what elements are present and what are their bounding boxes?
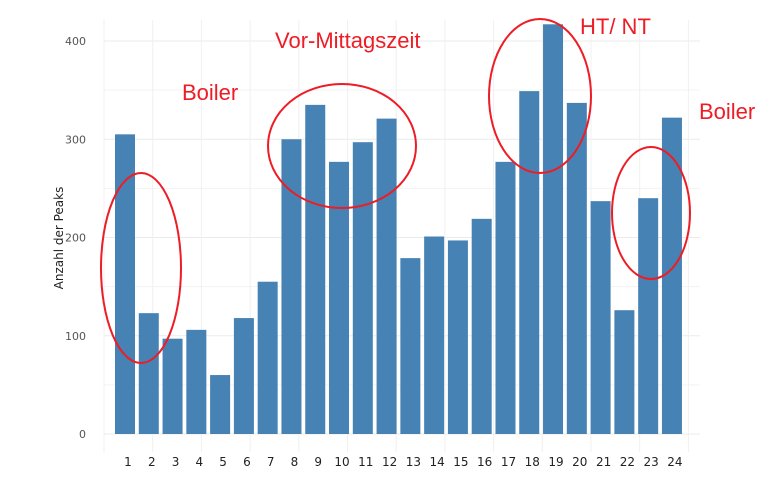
annotation-label: HT/ NT (580, 14, 651, 39)
x-tick-label: 17 (501, 455, 516, 469)
annotation-ellipse (611, 146, 691, 280)
x-tick-label: 19 (548, 455, 563, 469)
x-tick-label: 21 (596, 455, 611, 469)
x-tick-label: 3 (172, 455, 180, 469)
x-tick-label: 16 (477, 455, 492, 469)
bar-11 (352, 142, 373, 434)
bar-17 (495, 161, 516, 434)
x-tick-label: 15 (453, 455, 468, 469)
x-tick-label: 13 (406, 455, 421, 469)
bar-4 (186, 329, 207, 434)
x-tick-label: 5 (219, 455, 227, 469)
bar-10 (329, 161, 350, 434)
y-tick-label: 100 (65, 330, 86, 343)
bar-2 (138, 313, 159, 434)
y-tick-label: 400 (65, 35, 86, 48)
x-axis-ticks: 1 2 3 4 5 6 7 8 9 10 11 12 13 14 15 16 17 18 19 20 21 22 23 24 (124, 455, 682, 469)
x-tick-label: 10 (334, 455, 349, 469)
x-tick-label: 12 (382, 455, 397, 469)
y-tick-label: 200 (65, 232, 86, 245)
bar-5 (210, 375, 231, 434)
bar-15 (447, 240, 468, 434)
x-tick-label: 4 (196, 455, 204, 469)
annotation-ellipse (267, 83, 417, 209)
bar-3 (162, 338, 183, 434)
annotation-ellipse (488, 18, 592, 174)
bar-12 (376, 118, 397, 435)
bar-7 (257, 281, 278, 434)
bar-24 (661, 117, 682, 434)
bar-14 (424, 236, 445, 434)
bar-16 (471, 218, 492, 434)
bar-23 (638, 198, 659, 434)
annotation-label: Boiler (182, 80, 238, 105)
x-tick-label: 24 (667, 455, 682, 469)
x-tick-label: 11 (358, 455, 373, 469)
annotation-label: Boiler (699, 99, 755, 124)
bar-19 (543, 24, 564, 435)
y-tick-label: 300 (65, 133, 86, 146)
bar-13 (400, 258, 421, 434)
x-tick-label: 14 (429, 455, 444, 469)
x-tick-label: 18 (525, 455, 540, 469)
x-tick-label: 20 (572, 455, 587, 469)
x-tick-label: 8 (291, 455, 299, 469)
bar-8 (281, 139, 302, 434)
x-tick-label: 22 (620, 455, 635, 469)
x-tick-label: 9 (314, 455, 322, 469)
bar-21 (590, 201, 611, 434)
y-axis-label: Anzahl der Peaks (52, 187, 66, 290)
bar-22 (614, 310, 635, 434)
annotation-ellipse (100, 172, 182, 364)
annotation-label: Vor-Mittagszeit (275, 28, 421, 53)
x-tick-label: 7 (267, 455, 275, 469)
y-tick-label: 0 (79, 428, 86, 441)
bar-6 (233, 318, 254, 434)
bar-20 (566, 102, 587, 435)
bar-9 (305, 104, 326, 435)
y-axis-ticks: 0 100 200 300 400 (65, 35, 86, 441)
x-tick-label: 2 (148, 455, 156, 469)
annotations: Boiler Vor-Mittagszeit HT/ NT Boiler (100, 14, 755, 364)
bar-18 (519, 91, 540, 435)
x-tick-label: 6 (243, 455, 251, 469)
x-tick-label: 1 (124, 455, 132, 469)
x-tick-label: 23 (644, 455, 659, 469)
